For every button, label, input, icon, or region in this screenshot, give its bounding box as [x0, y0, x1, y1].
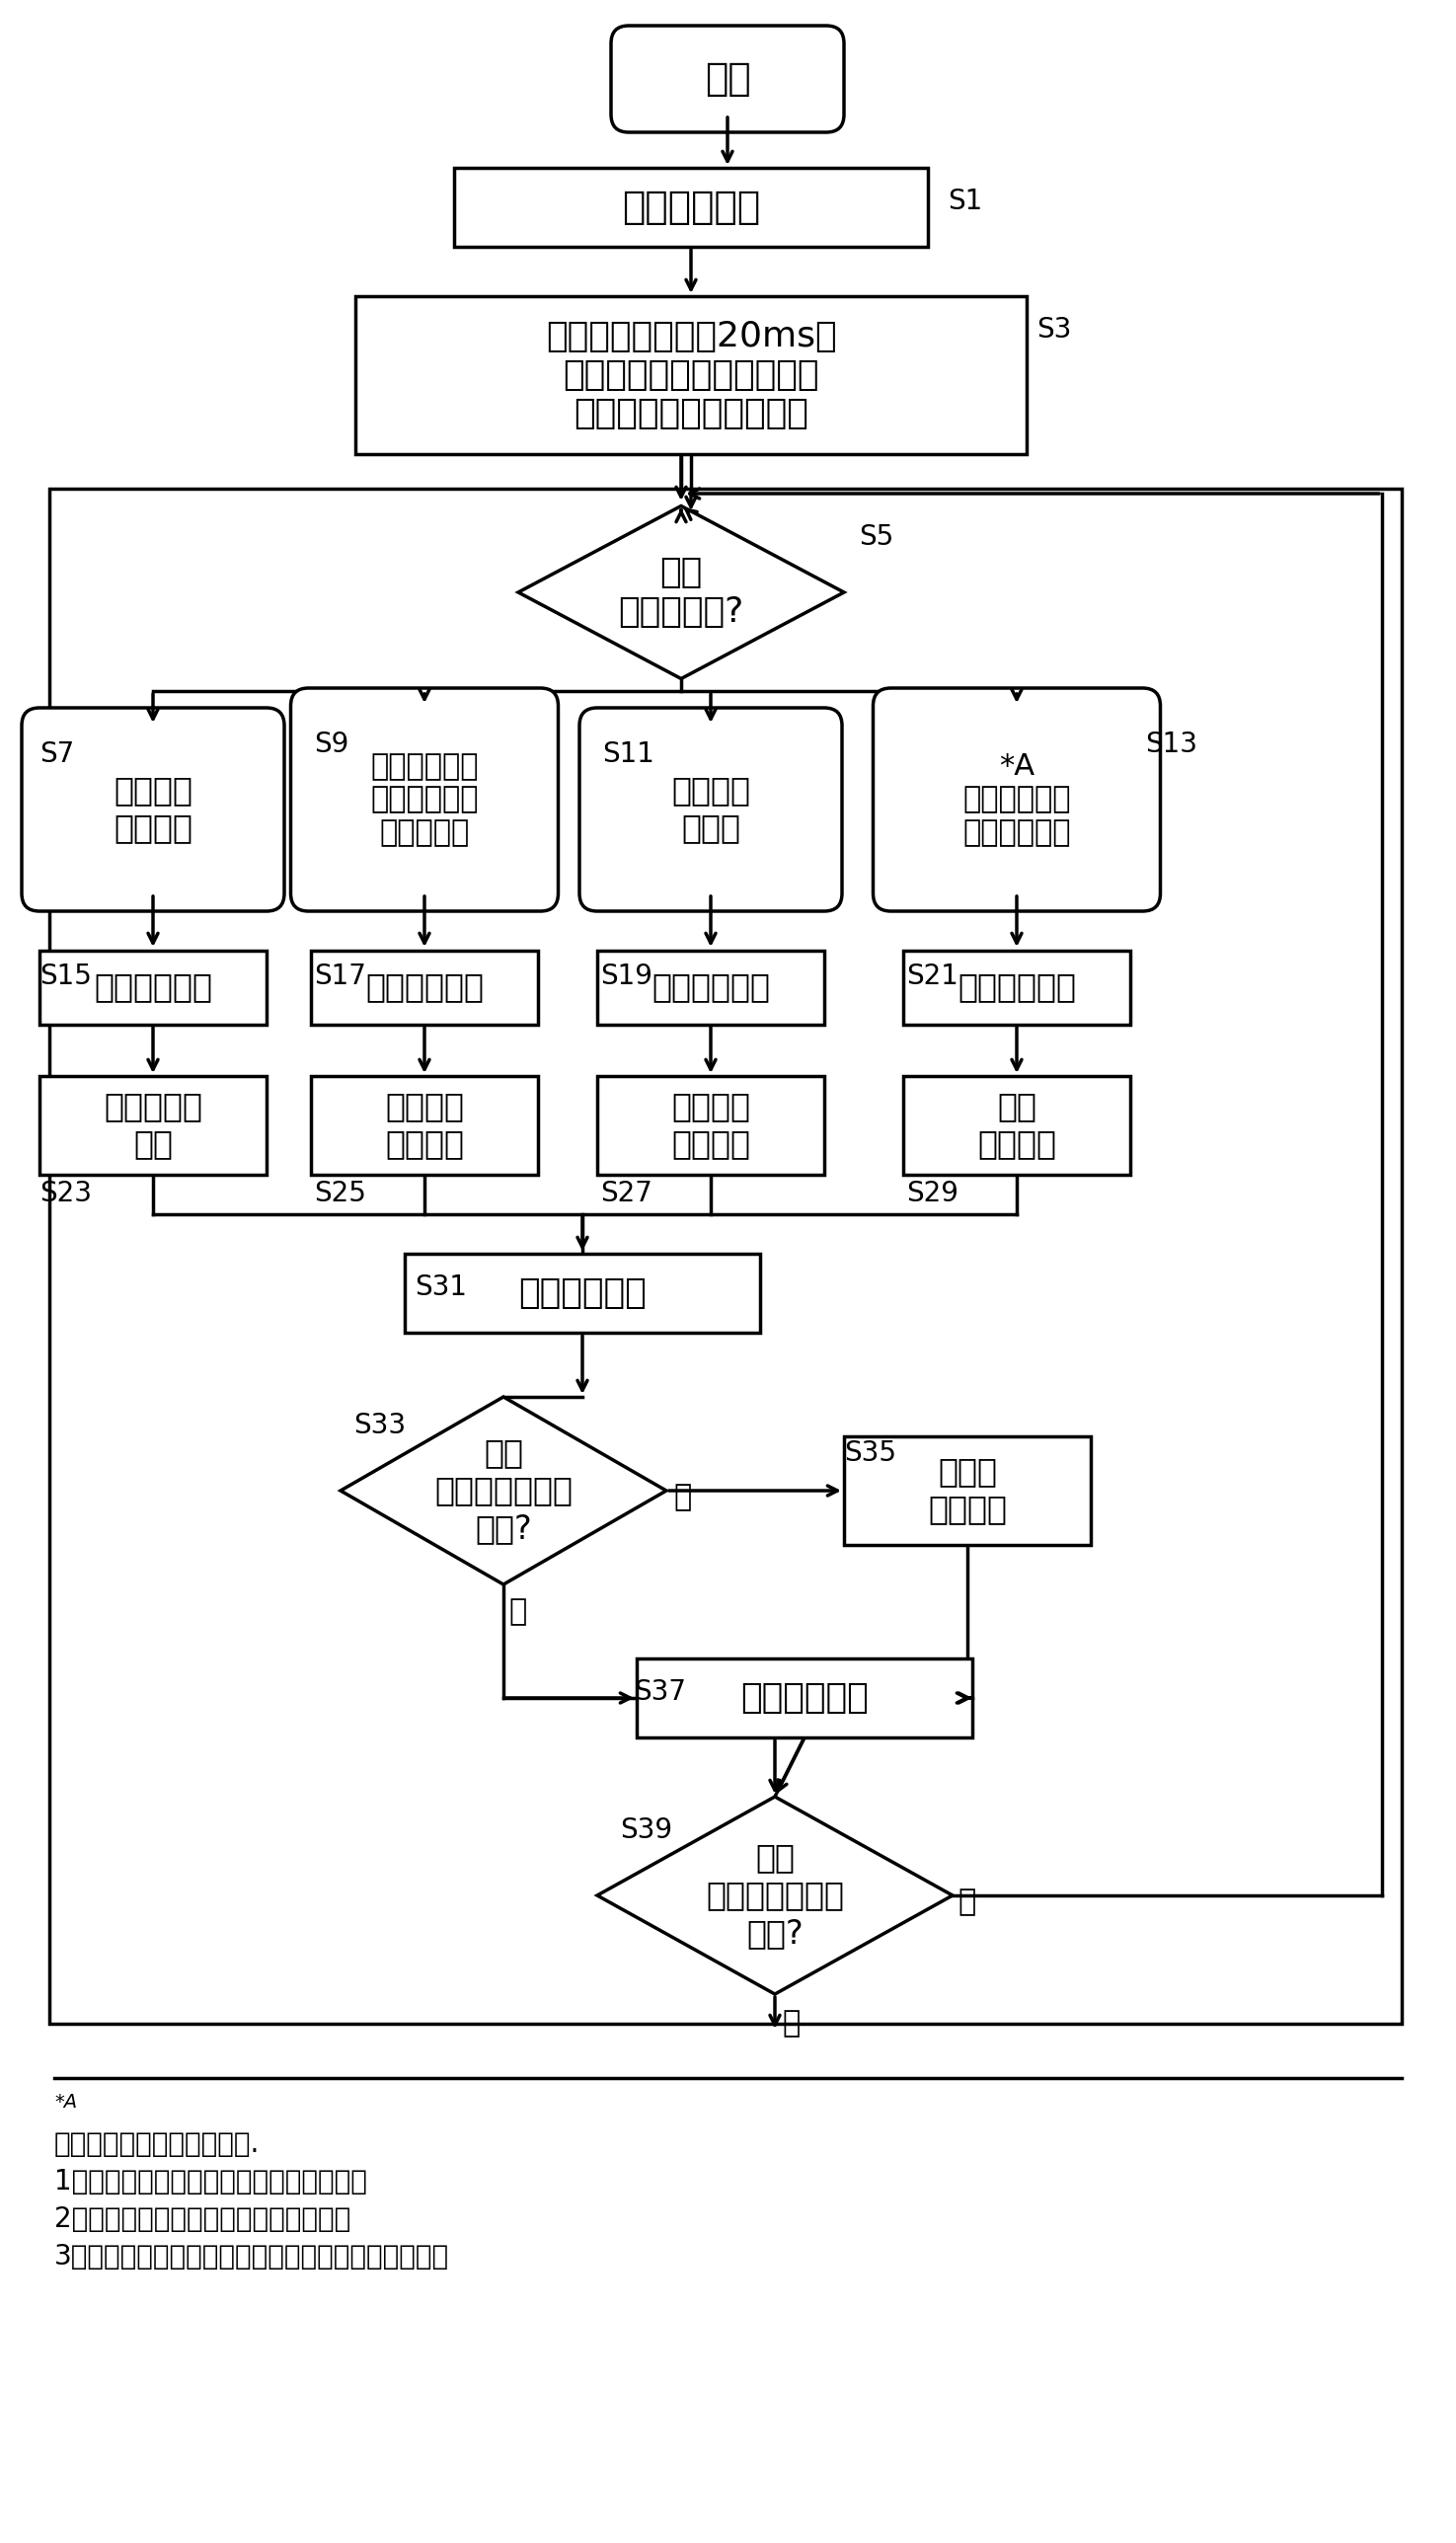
Text: S29: S29: [906, 1180, 958, 1208]
Polygon shape: [597, 1798, 952, 1994]
FancyBboxPatch shape: [874, 689, 1160, 910]
Bar: [312, 951, 537, 1025]
Text: 2．门信号变化且设置了未完全存储标志: 2．门信号变化且设置了未完全存储标志: [54, 2205, 351, 2233]
Text: 从带扣的非扣
紧向带扣的扣
紧进行转变: 从带扣的非扣 紧向带扣的扣 紧进行转变: [370, 753, 479, 847]
Text: S35: S35: [844, 1439, 897, 1467]
Text: S5: S5: [859, 524, 894, 552]
Text: 1．从带扣的扣紧向带扣的非扣紧进行转变: 1．从带扣的扣紧向带扣的非扣紧进行转变: [54, 2167, 367, 2195]
Text: 允许定时器中断（20ms）
（诊断故障）（碰撞预测）
（带扣的扣紧或非扣紧）: 允许定时器中断（20ms） （诊断故障）（碰撞预测） （带扣的扣紧或非扣紧）: [546, 320, 836, 430]
Text: *A: *A: [54, 2093, 77, 2111]
Text: S33: S33: [354, 1411, 406, 1439]
Bar: [454, 168, 927, 247]
Text: S17: S17: [314, 961, 365, 989]
Text: 是否
设置了睡眠结束
标志?: 是否 设置了睡眠结束 标志?: [706, 1841, 844, 1950]
Text: S21: S21: [906, 961, 958, 989]
Bar: [355, 295, 1026, 455]
Text: 执行初始
扣紧控制: 执行初始 扣紧控制: [384, 1091, 464, 1160]
Text: 执行扣紧前
控制: 执行扣紧前 控制: [103, 1091, 202, 1160]
FancyBboxPatch shape: [291, 689, 558, 910]
Bar: [50, 488, 1402, 2024]
Text: 保持带扣
的非扣紧: 保持带扣 的非扣紧: [114, 776, 192, 844]
FancyBboxPatch shape: [612, 25, 844, 132]
Text: S27: S27: [600, 1180, 652, 1208]
Text: 3．门被打开且设置了未完全存储标志并且检测到卷统: 3．门被打开且设置了未完全存储标志并且检测到卷统: [54, 2243, 450, 2271]
FancyBboxPatch shape: [579, 707, 842, 910]
Bar: [39, 1076, 266, 1175]
Text: S1: S1: [948, 188, 983, 216]
Bar: [405, 1254, 760, 1333]
Text: 执行扣紧
期间控制: 执行扣紧 期间控制: [671, 1091, 750, 1160]
Text: 清除相关标志: 清除相关标志: [958, 971, 1076, 1004]
Bar: [312, 1076, 537, 1175]
Text: 清除相关标志: 清除相关标志: [651, 971, 770, 1004]
Text: 保持带扣
的扣紧: 保持带扣 的扣紧: [671, 776, 750, 844]
Text: 带扣
的状态如何?: 带扣 的状态如何?: [619, 557, 744, 628]
Text: 清除相关标志: 清除相关标志: [365, 971, 483, 1004]
FancyBboxPatch shape: [22, 707, 284, 910]
Text: 执行
存储控制: 执行 存储控制: [977, 1091, 1056, 1160]
Text: S3: S3: [1037, 315, 1072, 343]
Text: S7: S7: [39, 740, 74, 768]
Text: S19: S19: [600, 961, 652, 989]
Text: S15: S15: [39, 961, 92, 989]
Bar: [903, 1076, 1130, 1175]
Text: S37: S37: [633, 1678, 686, 1706]
Bar: [597, 951, 824, 1025]
Text: 开始: 开始: [705, 61, 751, 97]
Polygon shape: [341, 1396, 667, 1584]
Text: 是: 是: [673, 1483, 692, 1511]
Text: S25: S25: [314, 1180, 365, 1208]
Text: S9: S9: [314, 730, 349, 758]
Bar: [903, 951, 1130, 1025]
Text: 否: 否: [508, 1597, 527, 1625]
Bar: [39, 951, 266, 1025]
Bar: [844, 1437, 1091, 1546]
Text: 清除相关标志: 清除相关标志: [93, 971, 213, 1004]
Text: S23: S23: [39, 1180, 92, 1208]
Text: S11: S11: [603, 740, 654, 768]
Bar: [597, 1076, 824, 1175]
Text: S13: S13: [1144, 730, 1197, 758]
Text: 转变到
睡眠模式: 转变到 睡眠模式: [927, 1455, 1008, 1526]
Text: 睡眠结束判断: 睡眠结束判断: [741, 1681, 869, 1714]
Text: 是: 是: [782, 2009, 799, 2037]
Text: 在下列任意一种情况下执行.: 在下列任意一种情况下执行.: [54, 2131, 261, 2159]
Bar: [636, 1658, 973, 1737]
Text: 设置初始参数: 设置初始参数: [622, 188, 760, 226]
Text: 是否
设置了进入睡眠
标志?: 是否 设置了进入睡眠 标志?: [434, 1437, 572, 1544]
Text: *A
在下列任意一
种情况下执行: *A 在下列任意一 种情况下执行: [962, 753, 1070, 847]
Text: 否: 否: [958, 1887, 976, 1915]
Text: 进入睡眠判断: 进入睡眠判断: [518, 1277, 646, 1310]
Polygon shape: [518, 506, 844, 679]
Text: S39: S39: [620, 1816, 673, 1844]
Text: S31: S31: [415, 1274, 467, 1302]
